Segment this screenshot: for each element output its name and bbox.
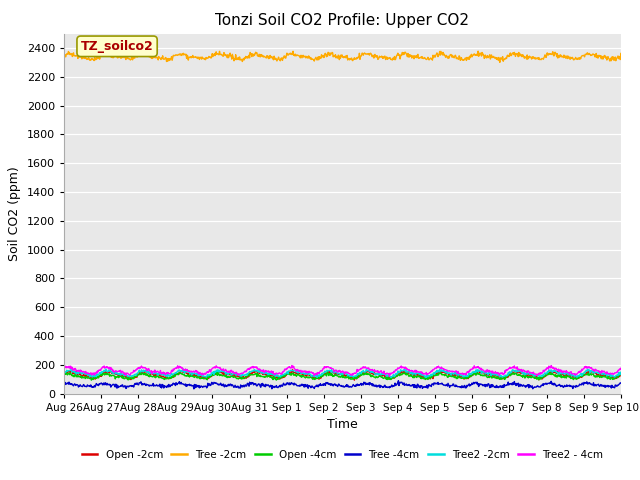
- Open -2cm: [289, 367, 296, 372]
- Open -2cm: [306, 372, 314, 378]
- Tree2 -2cm: [102, 366, 109, 372]
- Tree -2cm: [305, 55, 313, 60]
- Tree2 -2cm: [306, 372, 314, 377]
- Text: TZ_soilco2: TZ_soilco2: [81, 40, 154, 53]
- Tree -4cm: [495, 384, 503, 390]
- Tree -4cm: [444, 383, 451, 389]
- Open -2cm: [351, 377, 358, 383]
- Open -4cm: [306, 374, 314, 380]
- Tree -4cm: [60, 380, 68, 386]
- Tree -2cm: [285, 51, 293, 57]
- Open -2cm: [60, 372, 68, 378]
- Line: Tree -2cm: Tree -2cm: [64, 51, 621, 62]
- Tree2 -2cm: [495, 372, 503, 378]
- Open -4cm: [60, 372, 68, 378]
- Open -4cm: [118, 373, 125, 379]
- Line: Tree2 -2cm: Tree2 -2cm: [64, 369, 621, 378]
- Tree2 -2cm: [506, 369, 513, 375]
- Open -4cm: [88, 377, 95, 383]
- Y-axis label: Soil CO2 (ppm): Soil CO2 (ppm): [8, 166, 21, 261]
- X-axis label: Time: Time: [327, 418, 358, 431]
- Title: Tonzi Soil CO2 Profile: Upper CO2: Tonzi Soil CO2 Profile: Upper CO2: [216, 13, 469, 28]
- Tree2 - 4cm: [617, 365, 625, 371]
- Tree2 -2cm: [286, 368, 294, 374]
- Tree2 -2cm: [387, 375, 395, 381]
- Tree2 - 4cm: [386, 373, 394, 379]
- Open -2cm: [444, 370, 451, 376]
- Tree -2cm: [495, 55, 502, 60]
- Tree2 - 4cm: [306, 370, 314, 375]
- Tree2 -2cm: [118, 370, 125, 376]
- Open -2cm: [617, 371, 625, 377]
- Tree -4cm: [286, 380, 294, 386]
- Open -2cm: [285, 369, 293, 375]
- Open -2cm: [495, 373, 503, 379]
- Open -4cm: [617, 371, 625, 376]
- Line: Open -2cm: Open -2cm: [64, 370, 621, 380]
- Tree2 - 4cm: [506, 365, 513, 371]
- Tree -4cm: [395, 378, 403, 384]
- Tree -4cm: [117, 383, 125, 388]
- Tree -4cm: [506, 381, 513, 386]
- Tree -2cm: [442, 52, 450, 58]
- Line: Open -4cm: Open -4cm: [64, 372, 621, 380]
- Open -4cm: [444, 374, 451, 380]
- Tree -2cm: [474, 48, 482, 54]
- Tree -4cm: [306, 383, 314, 389]
- Tree -2cm: [496, 60, 504, 65]
- Tree2 -2cm: [60, 369, 68, 375]
- Open -2cm: [117, 372, 125, 378]
- Open -4cm: [506, 372, 513, 378]
- Open -4cm: [286, 371, 294, 376]
- Tree2 - 4cm: [60, 365, 68, 371]
- Open -4cm: [324, 369, 332, 375]
- Legend: Open -2cm, Tree -2cm, Open -4cm, Tree -4cm, Tree2 -2cm, Tree2 - 4cm: Open -2cm, Tree -2cm, Open -4cm, Tree -4…: [77, 445, 607, 464]
- Tree -4cm: [190, 386, 198, 392]
- Tree -2cm: [617, 50, 625, 56]
- Tree -4cm: [617, 380, 625, 386]
- Tree2 - 4cm: [495, 372, 503, 378]
- Tree -2cm: [60, 54, 68, 60]
- Tree2 -2cm: [444, 369, 451, 374]
- Open -4cm: [495, 376, 503, 382]
- Tree2 - 4cm: [288, 363, 296, 369]
- Tree -2cm: [506, 54, 513, 60]
- Line: Tree -4cm: Tree -4cm: [64, 381, 621, 389]
- Tree2 - 4cm: [444, 368, 451, 373]
- Tree2 - 4cm: [285, 364, 293, 370]
- Tree2 - 4cm: [117, 368, 125, 374]
- Line: Tree2 - 4cm: Tree2 - 4cm: [64, 366, 621, 376]
- Open -2cm: [506, 372, 513, 377]
- Tree -2cm: [117, 56, 125, 61]
- Tree2 -2cm: [617, 372, 625, 377]
